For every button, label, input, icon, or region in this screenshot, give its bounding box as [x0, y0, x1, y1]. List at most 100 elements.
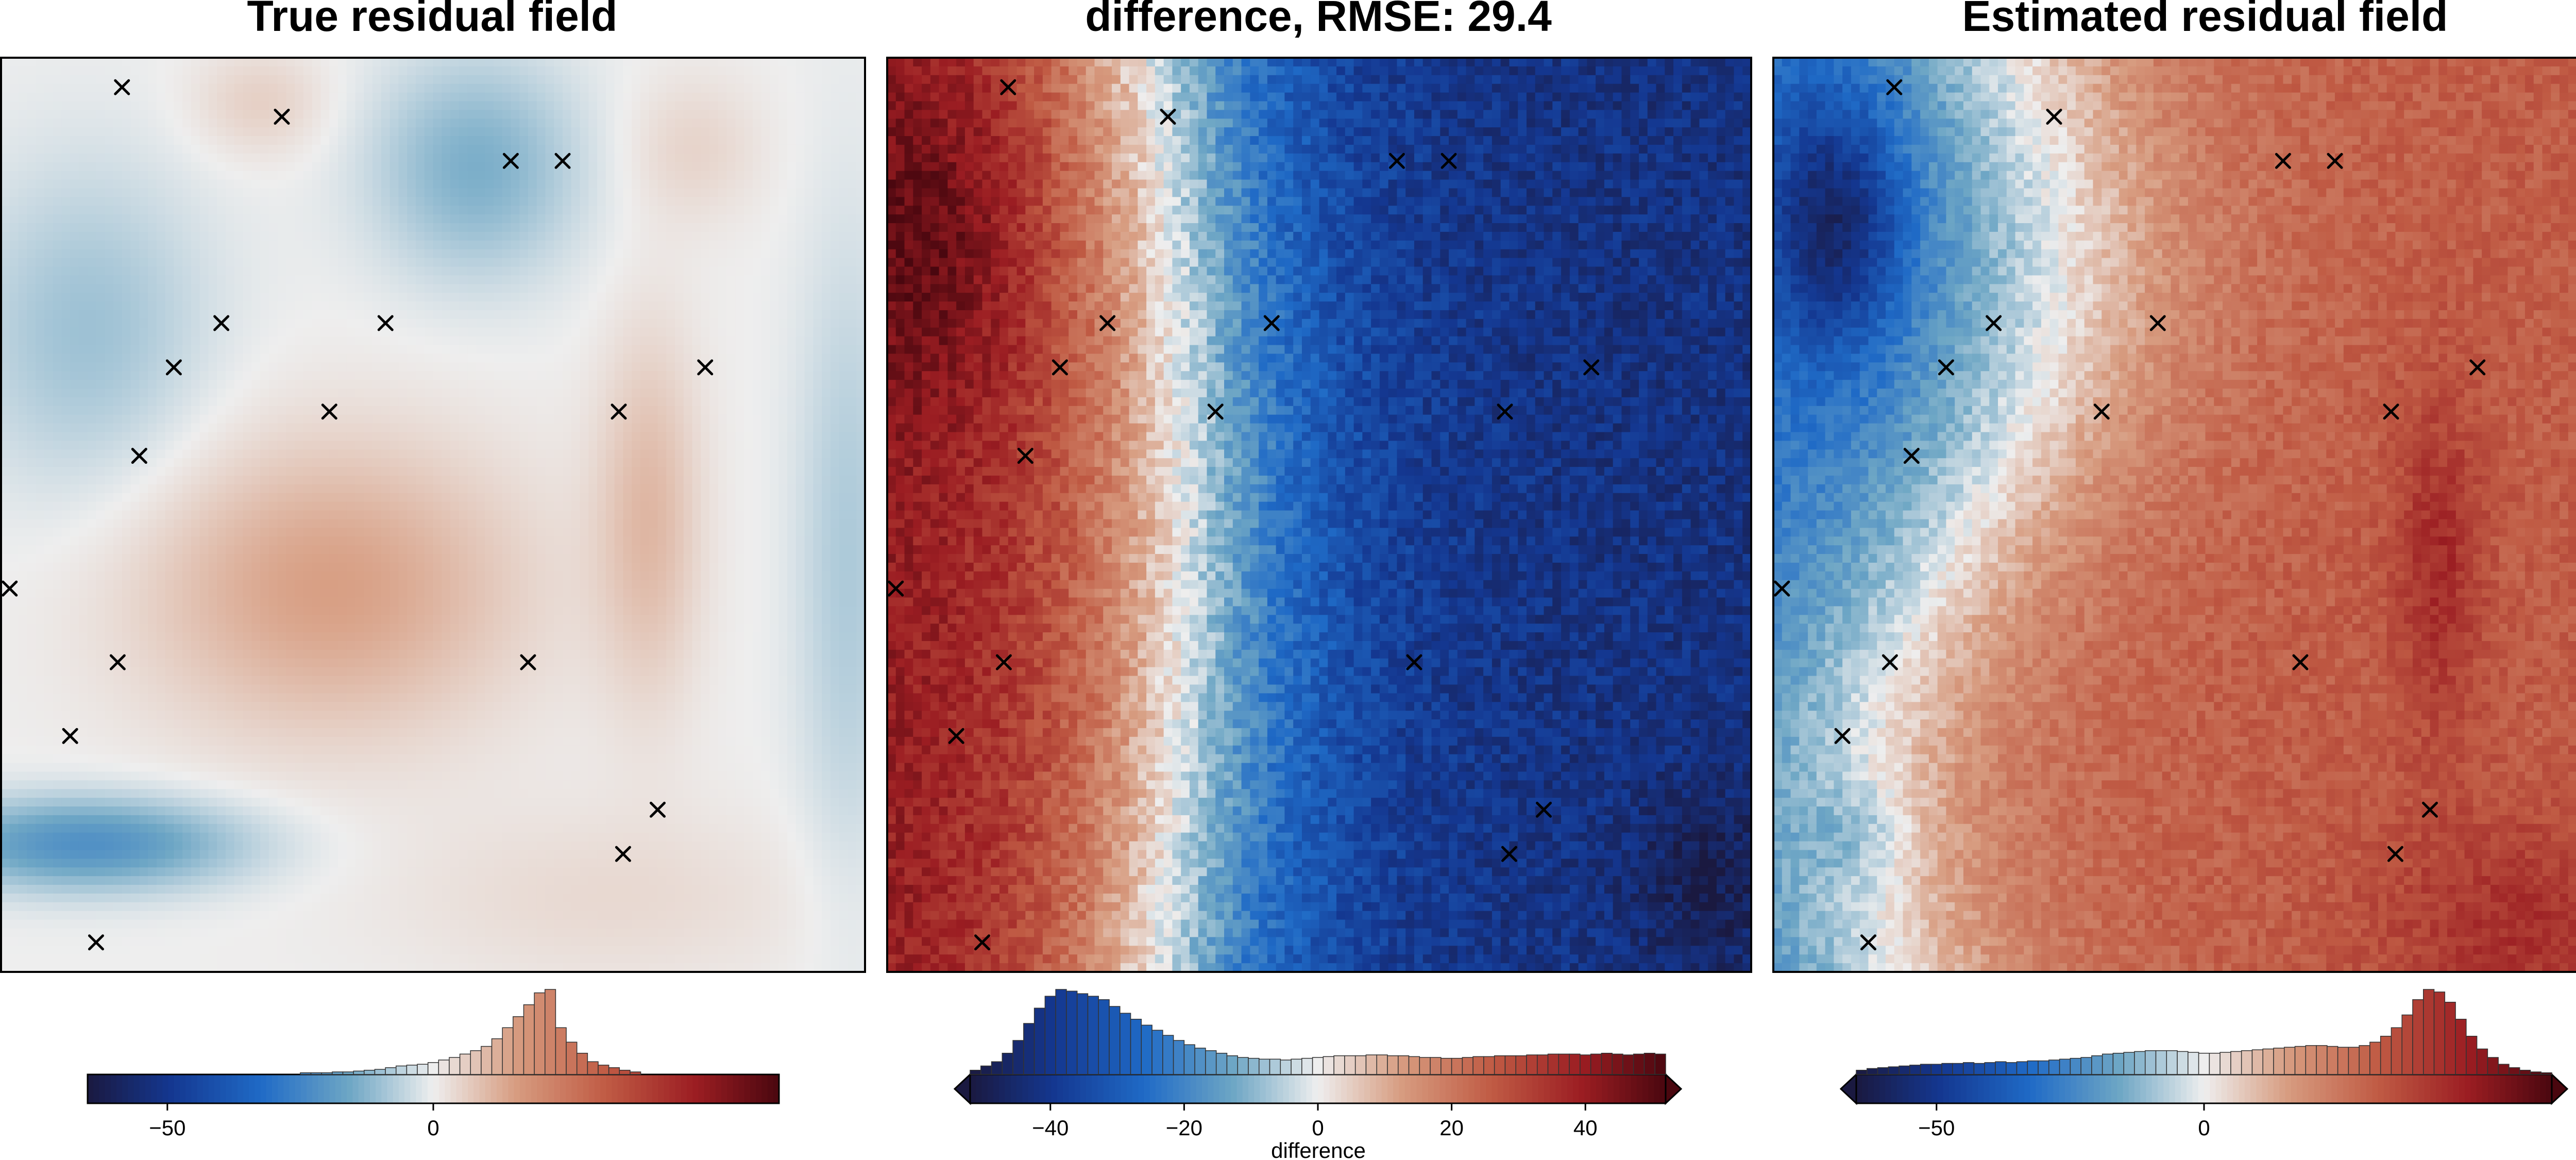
heatmap-cell — [623, 266, 633, 276]
heatmap-cell — [338, 231, 347, 241]
heatmap-cell — [675, 449, 684, 459]
heatmap-cell — [243, 441, 252, 450]
heatmap-cell — [632, 171, 641, 180]
heatmap-cell — [605, 153, 615, 163]
heatmap-cell — [752, 458, 762, 467]
heatmap-cell — [329, 153, 338, 163]
heatmap-cell — [113, 458, 123, 467]
heatmap-cell — [554, 58, 563, 67]
heatmap-cell — [191, 231, 200, 241]
heatmap-cell — [243, 110, 252, 120]
heatmap-cell — [251, 92, 261, 102]
heatmap-cell — [545, 362, 555, 372]
heatmap-cell — [787, 101, 796, 111]
heatmap-cell — [787, 119, 796, 128]
heatmap-cell — [9, 345, 19, 355]
heatmap-cell — [148, 293, 157, 302]
heatmap-cell — [778, 136, 788, 145]
heatmap-cell — [511, 432, 520, 442]
heatmap-cell — [260, 110, 269, 120]
heatmap-cell — [415, 136, 425, 145]
heatmap-cell — [96, 197, 106, 207]
heatmap-cell — [433, 66, 443, 76]
heatmap-cell — [476, 231, 485, 241]
heatmap-cell — [174, 284, 183, 293]
heatmap-cell — [398, 406, 408, 415]
heatmap-cell — [597, 206, 606, 215]
heatmap-cell — [415, 188, 425, 198]
heatmap-cell — [813, 231, 822, 241]
heatmap-cell — [614, 389, 624, 398]
heatmap-cell — [605, 449, 615, 459]
heatmap-cell — [234, 240, 244, 250]
heatmap-cell — [355, 266, 365, 276]
heatmap-cell — [571, 458, 581, 467]
heatmap-cell — [407, 92, 416, 102]
heatmap-cell — [36, 223, 45, 232]
heatmap-cell — [692, 66, 702, 76]
heatmap-cell — [191, 136, 200, 145]
heatmap-cell — [277, 179, 287, 189]
heatmap-cell — [346, 66, 356, 76]
heatmap-cell — [571, 406, 581, 415]
heatmap-cell — [804, 92, 814, 102]
heatmap-cell — [830, 441, 840, 450]
heatmap-cell — [303, 127, 313, 137]
heatmap-cell — [182, 389, 192, 398]
heatmap-cell — [804, 284, 814, 293]
heatmap-cell — [856, 127, 865, 137]
heatmap-cell — [191, 362, 200, 372]
heatmap-cell — [122, 179, 131, 189]
heatmap-cell — [346, 83, 356, 93]
heatmap-cell — [442, 275, 451, 285]
heatmap-cell — [113, 345, 123, 355]
heatmap-cell — [105, 301, 114, 311]
heatmap-cell — [398, 310, 408, 320]
heatmap-cell — [303, 484, 313, 494]
heatmap-cell — [830, 110, 840, 120]
heatmap-cell — [338, 449, 347, 459]
heatmap-cell — [398, 197, 408, 207]
heatmap-cell — [752, 467, 762, 476]
heatmap-cell — [286, 318, 295, 328]
heatmap-cell — [571, 92, 581, 102]
heatmap-cell — [53, 214, 62, 224]
heatmap-cell — [830, 75, 840, 85]
heatmap-cell — [536, 310, 546, 320]
heatmap-cell — [415, 119, 425, 128]
heatmap-cell — [398, 266, 408, 276]
heatmap-cell — [692, 223, 702, 232]
heatmap-cell — [580, 127, 589, 137]
heatmap-cell — [467, 336, 477, 346]
heatmap-cell — [856, 475, 865, 485]
heatmap-cell — [70, 214, 79, 224]
heatmap-cell — [632, 293, 641, 302]
heatmap-cell — [744, 240, 753, 250]
heatmap-cell — [563, 66, 572, 76]
heatmap-cell — [139, 66, 148, 76]
heatmap-cell — [493, 83, 503, 93]
heatmap-cell — [372, 449, 382, 459]
heatmap-cell — [675, 275, 684, 285]
heatmap-cell — [346, 318, 356, 328]
heatmap-cell — [502, 432, 512, 442]
heatmap-cell — [312, 354, 321, 363]
heatmap-cell — [545, 75, 555, 85]
heatmap-cell — [70, 83, 79, 93]
heatmap-cell — [9, 119, 19, 128]
heatmap-cell — [459, 92, 468, 102]
heatmap-cell — [381, 458, 391, 467]
heatmap-cell — [260, 432, 269, 442]
heatmap-cell — [122, 258, 131, 267]
heatmap-cell — [338, 310, 347, 320]
heatmap-cell — [735, 336, 745, 346]
heatmap-cell — [18, 432, 28, 442]
heatmap-cell — [148, 380, 157, 389]
heatmap-cell — [148, 406, 157, 415]
heatmap-cell — [165, 197, 175, 207]
heatmap-cell — [191, 484, 200, 494]
heatmap-cell — [752, 284, 762, 293]
heatmap-cell — [752, 179, 762, 189]
heatmap-cell — [174, 83, 183, 93]
heatmap-cell — [61, 240, 71, 250]
